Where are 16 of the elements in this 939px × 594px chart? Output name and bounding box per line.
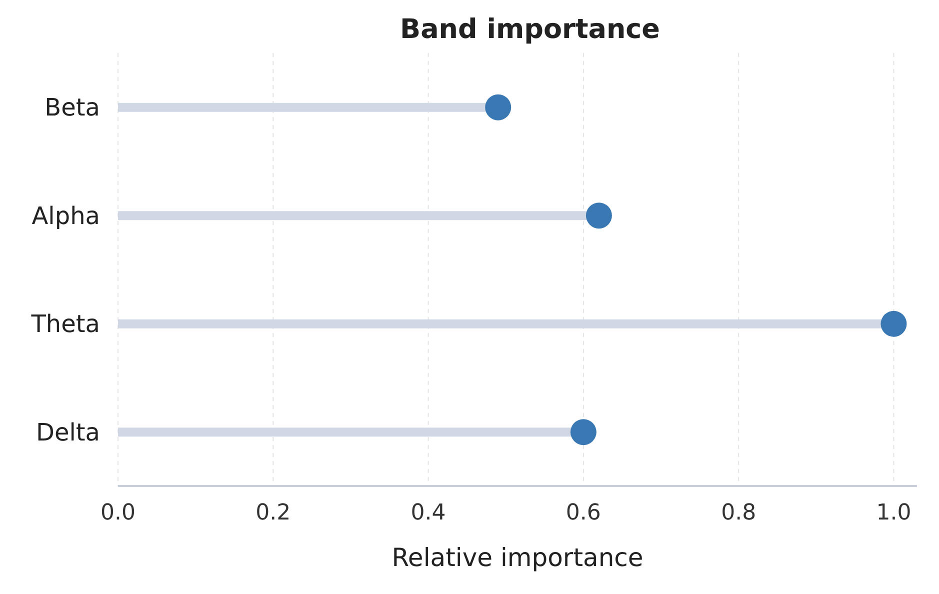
chart-title: Band importance — [399, 14, 661, 45]
point — [570, 419, 596, 446]
y-tick-label: Theta — [30, 310, 100, 338]
point — [485, 94, 512, 120]
x-tick-label: 1.0 — [876, 500, 912, 526]
x-tick-label: 0.2 — [256, 500, 291, 526]
x-tick-label: 0.4 — [410, 500, 446, 526]
point — [880, 310, 907, 337]
x-axis-title: Relative importance — [392, 543, 644, 572]
y-tick-label: Alpha — [32, 202, 100, 230]
y-tick-label: Delta — [36, 418, 100, 446]
y-tick-label: Beta — [44, 94, 100, 122]
x-tick-label: 0.0 — [100, 500, 136, 526]
point — [586, 202, 612, 229]
x-tick-label: 0.8 — [721, 500, 756, 526]
x-tick-label: 0.6 — [566, 500, 601, 526]
